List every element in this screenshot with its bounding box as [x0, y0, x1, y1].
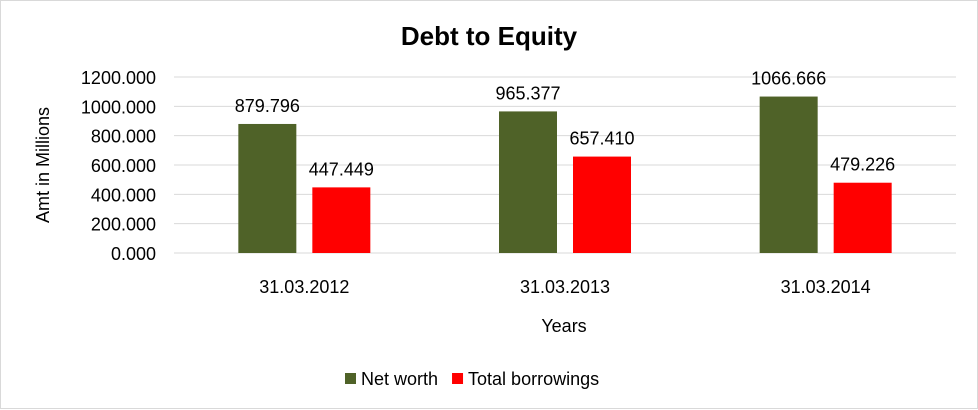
- y-tick-label: 600.000: [91, 156, 156, 176]
- data-label: 657.410: [569, 129, 634, 149]
- bar-net-worth: [499, 111, 557, 253]
- data-label: 1066.666: [751, 69, 826, 89]
- y-tick-label: 1000.000: [81, 97, 156, 117]
- legend-item: Total borrowings: [452, 369, 599, 389]
- y-tick-label: 800.000: [91, 127, 156, 147]
- y-tick-label: 200.000: [91, 215, 156, 235]
- bar-net-worth: [759, 96, 818, 253]
- x-tick-label: 31.03.2013: [520, 277, 610, 297]
- x-tick-label: 31.03.2014: [781, 277, 871, 297]
- y-axis-label: Amt in Millions: [33, 107, 53, 223]
- data-label: 965.377: [495, 83, 560, 103]
- bar-total-borrowings: [573, 156, 631, 253]
- legend-swatch: [452, 373, 464, 384]
- y-tick-label: 1200.000: [81, 68, 156, 88]
- data-label: 479.226: [830, 155, 895, 175]
- data-label: 447.449: [309, 159, 374, 179]
- legend-swatch: [345, 373, 356, 384]
- data-label: 879.796: [235, 96, 300, 116]
- x-tick-label: 31.03.2012: [259, 277, 349, 297]
- bar-net-worth: [238, 123, 297, 253]
- chart-title: Debt to Equity: [401, 21, 578, 51]
- y-tick-label: 400.000: [91, 185, 156, 205]
- x-axis-label: Years: [541, 316, 586, 336]
- legend-label: Net worth: [361, 369, 438, 389]
- y-tick-label: 0.000: [111, 244, 156, 264]
- bar-total-borrowings: [312, 187, 371, 253]
- legend-item: Net worth: [345, 369, 438, 389]
- bar-total-borrowings: [833, 182, 892, 253]
- legend-label: Total borrowings: [468, 369, 599, 389]
